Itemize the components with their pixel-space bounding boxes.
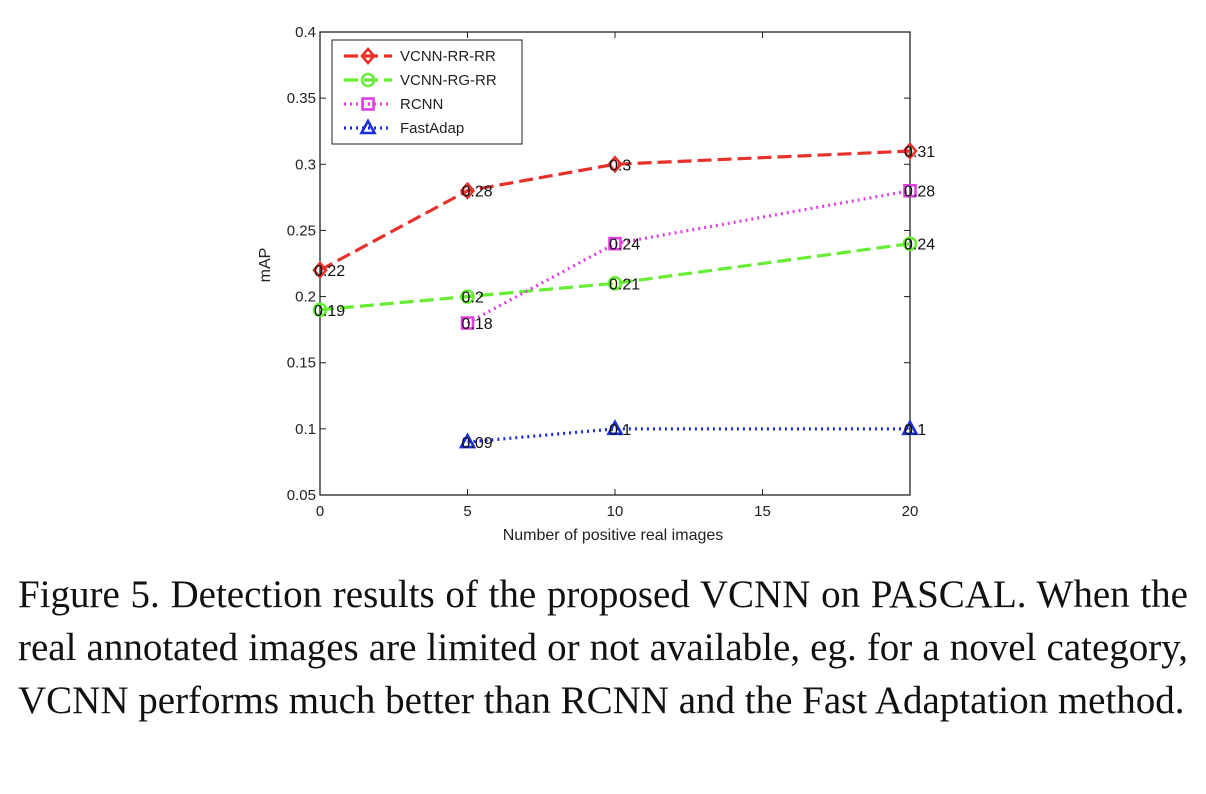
data-point [902,142,918,161]
x-tick-label: 20 [902,503,919,520]
data-point [606,419,624,436]
y-tick-label: 0.05 [287,487,316,504]
legend-marker [359,118,377,135]
data-label: 0.21 [609,276,640,293]
data-label: 0.22 [314,263,345,280]
legend-marker [361,97,375,111]
y-tick-label: 0.1 [295,421,316,438]
data-point [607,155,623,174]
legend-label: FastAdap [400,120,464,137]
legend-item-1: VCNN-RR-RR [344,47,496,65]
data-label: 0.19 [314,303,345,320]
y-axis-label: mAP [257,248,274,283]
legend-marker [360,47,376,65]
series-3 [460,183,917,330]
data-point [459,181,476,200]
series-1 [312,142,918,280]
data-point [312,261,328,280]
data-point [458,432,477,449]
data-point [608,236,622,251]
series-layer [312,142,919,449]
axis-ticks: 0 5 10 15 20 0.05 0.1 0.15 0.2 0.25 0.3 0.35 0.4 [287,24,919,520]
data-point [901,419,919,436]
data-label: 0.09 [462,435,493,452]
y-tick-label: 0.25 [287,222,316,239]
data-label: 0.28 [462,184,493,201]
y-tick-label: 0.35 [287,90,316,107]
legend-marker [360,72,376,88]
x-tick-label: 0 [316,503,324,520]
y-tick-label: 0.4 [295,24,316,41]
legend-label: VCNN-RR-RR [400,48,496,65]
data-point [460,316,475,330]
x-tick-label: 5 [463,503,471,520]
series-2 [312,236,918,318]
legend-label: VCNN-RG-RR [400,72,497,89]
x-axis-label: Number of positive real images [503,527,724,544]
legend: VCNN-RR-RR VCNN-RG-RR RCNN FastAdap [331,39,523,145]
legend-item-3: RCNN [344,96,443,113]
figure-caption: Figure 5. Detection results of the propo… [18,573,1188,722]
data-label: 0.1 [904,422,926,439]
data-label: 0.18 [462,316,493,333]
data-label: 0.24 [904,237,935,254]
y-tick-label: 0.3 [295,156,316,173]
legend-item-2: VCNN-RG-RR [344,72,497,89]
y-tick-label: 0.2 [295,289,316,306]
series-line [319,149,911,272]
legend-item-4: FastAdap [344,118,464,137]
y-tick-label: 0.15 [287,355,316,372]
data-point [903,183,917,198]
series-4 [458,419,919,449]
data-point [460,289,475,304]
legend-label: RCNN [400,96,443,113]
series-line [319,242,911,312]
data-label: 0.1 [609,422,631,439]
line-chart: 0 5 10 15 20 0.05 0.1 0.15 0.2 0.25 0.3 0.35 0.4 0.2… [257,24,935,544]
data-labels: 0.22 0.28 0.3 0.31 0.19 0.2 0.21 0.24 0.18 0.24 0.… [314,144,935,452]
data-label: 0.31 [904,144,935,161]
data-label: 0.24 [609,237,640,254]
data-label: 0.3 [609,157,631,174]
data-label: 0.28 [904,184,935,201]
series-line [467,427,910,444]
data-point [312,302,328,318]
data-label: 0.2 [462,290,484,307]
series-line [466,189,911,325]
x-tick-label: 10 [607,503,624,520]
data-point [902,236,918,251]
x-tick-label: 15 [754,503,771,520]
data-point [607,276,623,291]
